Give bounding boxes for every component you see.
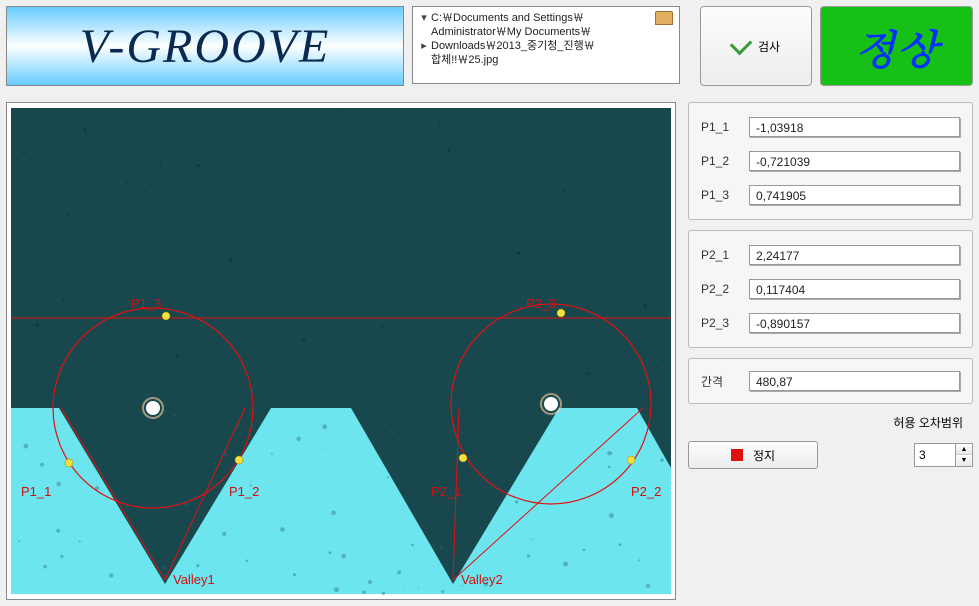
- tree-expand-icon[interactable]: ▸: [419, 39, 429, 53]
- app-logo: V-GROOVE: [6, 6, 404, 86]
- label-p2-3: P2_3: [701, 316, 739, 330]
- value-p2-1: 2,24177: [749, 245, 960, 265]
- status-indicator: 정상: [820, 6, 973, 86]
- stop-button-label: 정지: [753, 447, 775, 464]
- spin-up-icon[interactable]: ▲: [956, 444, 972, 455]
- tolerance-input[interactable]: [915, 444, 955, 466]
- value-p1-2: -0,721039: [749, 151, 960, 171]
- spin-down-icon[interactable]: ▼: [956, 455, 972, 466]
- tree-line-4: 합체!!￦25.jpg: [431, 53, 498, 67]
- tree-collapse-icon[interactable]: ▾: [419, 11, 429, 25]
- tree-line-1: C:￦Documents and Settings￦: [431, 11, 584, 25]
- svg-text:P1_3: P1_3: [131, 296, 161, 311]
- inspect-button-label: 검사: [758, 38, 780, 55]
- tolerance-stepper[interactable]: ▲ ▼: [914, 443, 973, 467]
- value-p1-1: -1,03918: [749, 117, 960, 137]
- svg-text:P1_2: P1_2: [229, 484, 259, 499]
- group-p2: P2_1 2,24177 P2_2 0,117404 P2_3 -0,89015…: [688, 230, 973, 348]
- logo-text: V-GROOVE: [80, 19, 331, 74]
- tolerance-label: 허용 오차범위: [893, 416, 963, 430]
- value-p2-2: 0,117404: [749, 279, 960, 299]
- value-p1-3: 0,741905: [749, 185, 960, 205]
- label-p2-1: P2_1: [701, 248, 739, 262]
- status-text: 정상: [855, 16, 939, 76]
- value-p2-3: -0,890157: [749, 313, 960, 333]
- check-icon: [730, 33, 753, 56]
- label-p1-2: P1_2: [701, 154, 739, 168]
- overlay-svg: Valley1 Valley2 P1_3 P2_3 P1_1 P1_2 P2_1 P2_2: [11, 107, 671, 595]
- file-tree[interactable]: ▾C:￦Documents and Settings￦ Administrato…: [412, 6, 680, 84]
- label-p1-1: P1_1: [701, 120, 739, 134]
- stop-button[interactable]: 정지: [688, 441, 818, 469]
- tree-line-2: Administrator￦My Documents￦: [431, 25, 591, 39]
- group-gap: 간격 480,87: [688, 358, 973, 404]
- label-p2-2: P2_2: [701, 282, 739, 296]
- svg-text:P2_1: P2_1: [431, 484, 461, 499]
- stop-icon: [731, 449, 743, 461]
- svg-text:P2_2: P2_2: [631, 484, 661, 499]
- svg-text:P2_3: P2_3: [526, 296, 556, 311]
- analysis-image-panel: Valley1 Valley2 P1_3 P2_3 P1_1 P1_2 P2_1 P2_2: [6, 102, 676, 600]
- svg-text:Valley2: Valley2: [461, 572, 503, 587]
- group-p1: P1_1 -1,03918 P1_2 -0,721039 P1_3 0,7419…: [688, 102, 973, 220]
- label-gap: 간격: [701, 373, 739, 390]
- folder-open-icon[interactable]: [655, 11, 673, 25]
- svg-text:P1_1: P1_1: [21, 484, 51, 499]
- label-p1-3: P1_3: [701, 188, 739, 202]
- value-gap: 480,87: [749, 371, 960, 391]
- inspect-button[interactable]: 검사: [700, 6, 812, 86]
- svg-text:Valley1: Valley1: [173, 572, 215, 587]
- tree-line-3: Downloads￦2013_중기청_진행￦: [431, 39, 595, 53]
